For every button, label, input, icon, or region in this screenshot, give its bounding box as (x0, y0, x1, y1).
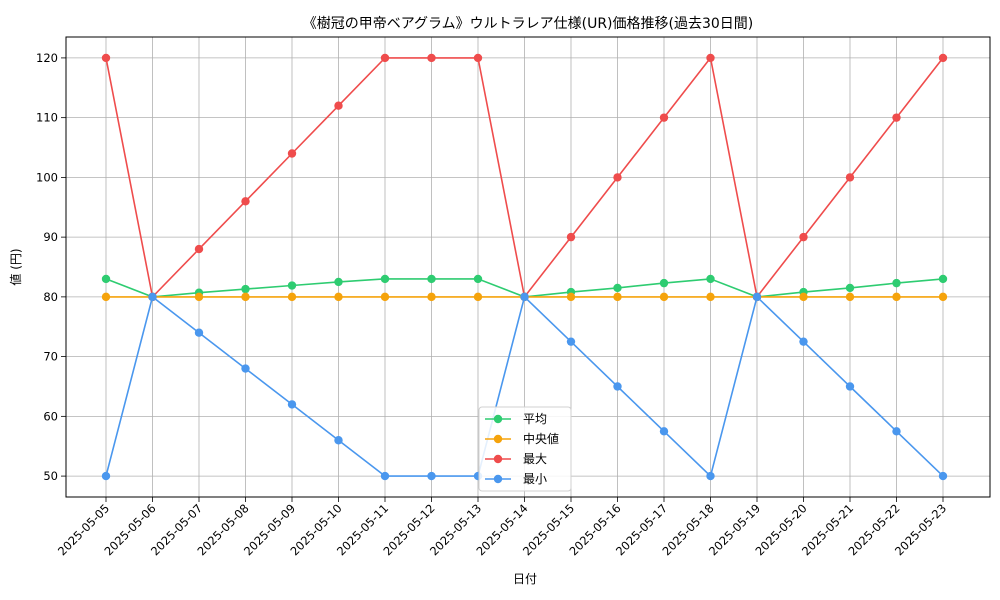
grid-lines (66, 37, 990, 497)
data-point (380, 274, 390, 284)
data-point (845, 292, 855, 302)
data-point (148, 292, 157, 302)
series-2 (101, 53, 948, 302)
legend-swatch-marker (493, 454, 503, 464)
y-tick-label: 50 (43, 469, 58, 483)
data-point (520, 292, 529, 302)
data-point (473, 53, 483, 63)
x-axis-label: 日付 (513, 572, 537, 586)
data-point (194, 244, 204, 254)
data-point (334, 292, 343, 302)
data-point (287, 149, 297, 158)
data-point (706, 471, 715, 481)
data-point (380, 471, 390, 481)
data-point (101, 471, 111, 481)
data-point (613, 173, 622, 182)
legend-swatch-marker (493, 474, 503, 484)
data-point (334, 101, 343, 110)
data-point (241, 292, 250, 302)
data-point (566, 232, 576, 242)
data-point (613, 292, 622, 302)
y-tick-label: 60 (43, 409, 58, 423)
chart-title: 《樹冠の甲帝ベアグラム》ウルトラレア仕様(UR)価格推移(過去30日間) (303, 16, 754, 32)
data-point (287, 281, 297, 290)
data-point (427, 471, 436, 481)
data-point (334, 277, 343, 287)
y-tick-label: 70 (43, 350, 58, 364)
legend-box (478, 406, 572, 492)
data-point (101, 53, 111, 63)
data-point (566, 292, 576, 302)
data-point (194, 292, 204, 302)
series-3 (101, 292, 948, 481)
data-point (241, 364, 250, 373)
data-point (706, 53, 715, 63)
y-tick-label: 120 (36, 51, 58, 65)
data-point (892, 113, 901, 122)
x-axis-ticks: 2025-05-052025-05-062025-05-072025-05-08… (55, 497, 949, 558)
data-point (799, 337, 808, 346)
data-point (892, 292, 901, 302)
data-point (241, 284, 250, 294)
y-tick-label: 100 (36, 170, 58, 184)
data-point (287, 400, 297, 409)
legend-label: 平均 (523, 412, 547, 426)
data-point (706, 292, 715, 302)
legend-label: 中央値 (523, 431, 559, 446)
data-point (938, 274, 948, 284)
data-point (799, 292, 808, 302)
data-point (380, 53, 390, 63)
legend-label: 最小 (523, 472, 547, 486)
legend-swatch-marker (493, 434, 503, 444)
data-point (659, 292, 669, 302)
data-point (845, 173, 855, 182)
y-axis-label: 値 (円) (8, 248, 23, 285)
data-point (101, 292, 111, 302)
data-point (427, 292, 436, 302)
data-point (706, 274, 715, 284)
data-point (938, 292, 948, 302)
data-point (892, 278, 901, 288)
y-tick-label: 80 (43, 290, 58, 304)
data-point (194, 328, 204, 337)
data-point (427, 274, 436, 284)
data-point (473, 274, 483, 284)
data-point (752, 292, 762, 302)
legend-swatch-marker (493, 414, 503, 424)
series-group (101, 53, 948, 481)
data-point (241, 197, 250, 206)
data-point (659, 278, 669, 288)
data-point (659, 427, 669, 436)
data-point (427, 53, 436, 63)
data-point (101, 274, 111, 284)
data-point (613, 283, 622, 293)
data-point (473, 292, 483, 302)
data-point (845, 382, 855, 391)
data-point (799, 232, 808, 242)
data-point (892, 427, 901, 436)
data-point (287, 292, 297, 302)
y-tick-label: 110 (36, 111, 58, 125)
data-point (613, 382, 622, 391)
data-point (938, 53, 948, 63)
y-axis-ticks: 50 60 70 80 90 100 110 120 (36, 51, 66, 483)
data-point (938, 471, 948, 481)
data-point (659, 113, 669, 122)
data-point (334, 436, 343, 445)
data-point (380, 292, 390, 302)
plot-frame (65, 36, 991, 498)
y-tick-label: 90 (43, 230, 58, 244)
legend-label: 最大 (523, 452, 547, 466)
data-point (566, 337, 576, 346)
data-point (845, 283, 855, 293)
